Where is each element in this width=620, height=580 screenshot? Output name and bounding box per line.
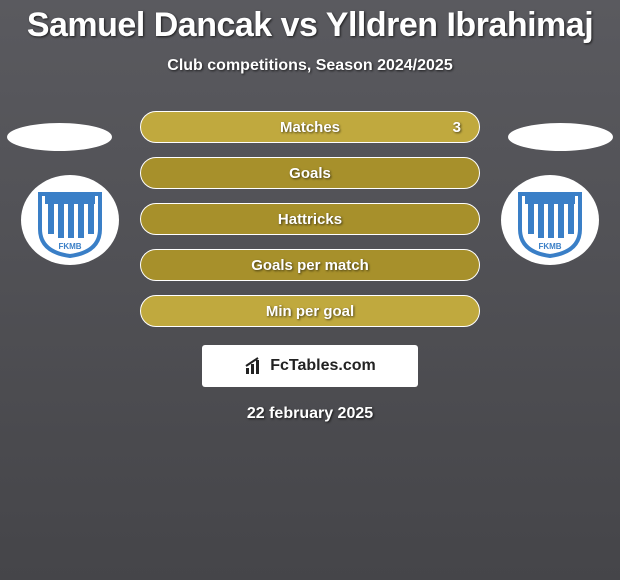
- stat-bar-min-per-goal: Min per goal: [140, 295, 480, 327]
- stat-label: Goals: [289, 165, 331, 182]
- brand-box: FcTables.com: [202, 345, 418, 387]
- date-text: 22 february 2025: [0, 405, 620, 423]
- chart-icon: [244, 356, 264, 376]
- svg-text:FKMB: FKMB: [538, 242, 561, 251]
- stat-bar-goals: Goals: [140, 157, 480, 189]
- club-badge-right: FKMB: [500, 174, 600, 266]
- stat-bar-matches: Matches 3: [140, 111, 480, 143]
- brand-text: FcTables.com: [270, 357, 376, 375]
- stat-bar-goals-per-match: Goals per match: [140, 249, 480, 281]
- stat-bar-hattricks: Hattricks: [140, 203, 480, 235]
- club-badge-left: FKMB: [20, 174, 120, 266]
- stat-label: Hattricks: [278, 211, 342, 228]
- shield-icon: FKMB: [20, 174, 120, 266]
- player-placeholder-right: [508, 123, 613, 151]
- subtitle: Club competitions, Season 2024/2025: [0, 57, 620, 75]
- svg-text:FKMB: FKMB: [58, 242, 81, 251]
- player-placeholder-left: [7, 123, 112, 151]
- stat-label: Goals per match: [251, 257, 369, 274]
- shield-icon: FKMB: [500, 174, 600, 266]
- page-title: Samuel Dancak vs Ylldren Ibrahimaj: [0, 0, 620, 45]
- stat-label: Matches: [280, 119, 340, 136]
- stat-label: Min per goal: [266, 303, 354, 320]
- stat-value-right: 3: [453, 119, 461, 136]
